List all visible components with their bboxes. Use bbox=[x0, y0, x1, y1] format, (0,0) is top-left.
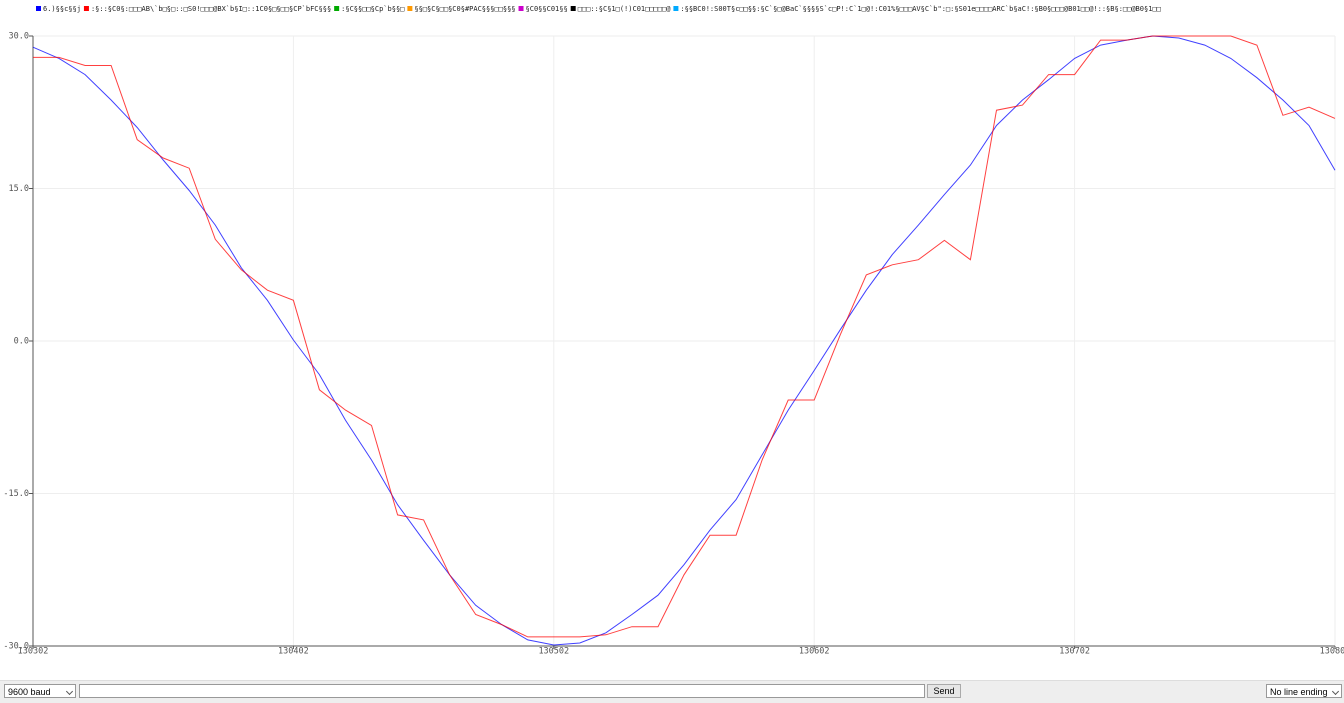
series-line bbox=[32, 35, 1336, 646]
legend-label: 6.)§§c§§j bbox=[43, 5, 81, 13]
legend-label: :§::§C0§:□□□AB\`b□§□::□S0!□□□@BX`b§I□::1… bbox=[91, 5, 331, 13]
legend-swatch bbox=[518, 6, 524, 11]
line-ending-select[interactable]: No line ending bbox=[1266, 684, 1342, 698]
legend-label: :§C§§□□§Cp`b§§□ bbox=[341, 5, 404, 13]
legend-swatch bbox=[36, 6, 41, 11]
legend-label: □□□::§C§1□(!)C01□□□□□@ bbox=[578, 5, 672, 13]
y-tick-label: 30.0 bbox=[9, 32, 29, 42]
x-tick-label: 130802 bbox=[1320, 647, 1344, 657]
legend-label: :§§BC0!:S00T§c□□§§:§C`§□@BaC`§§§§S`c□P!:… bbox=[680, 5, 1160, 13]
x-tick-label: 130402 bbox=[278, 647, 309, 657]
legend-swatch bbox=[407, 6, 413, 11]
y-tick-label: 15.0 bbox=[9, 184, 29, 194]
legend-swatch bbox=[570, 6, 576, 11]
x-tick-label: 130302 bbox=[18, 647, 49, 657]
x-tick-label: 130602 bbox=[799, 647, 830, 657]
legend-swatch bbox=[83, 6, 89, 11]
baud-select[interactable]: 9600 baud bbox=[4, 684, 76, 698]
y-tick-label: -15.0 bbox=[3, 489, 29, 499]
series-line bbox=[33, 35, 1336, 638]
y-tick-label: 0.0 bbox=[14, 337, 29, 347]
legend-swatch bbox=[673, 6, 679, 11]
y-tick-label: -30.0 bbox=[3, 642, 29, 652]
message-input[interactable] bbox=[79, 684, 925, 698]
send-button[interactable]: Send bbox=[927, 684, 961, 698]
x-tick-label: 130702 bbox=[1059, 647, 1090, 657]
legend-swatch bbox=[334, 6, 340, 11]
legend-label: §C0§§C01§§ bbox=[526, 5, 568, 13]
x-tick-label: 130502 bbox=[538, 647, 569, 657]
toolbar: 9600 baud Send No line ending bbox=[0, 680, 1344, 703]
legend-label: §§□§C§□□§C0§#PAC§§§□□§§§ bbox=[414, 5, 515, 13]
